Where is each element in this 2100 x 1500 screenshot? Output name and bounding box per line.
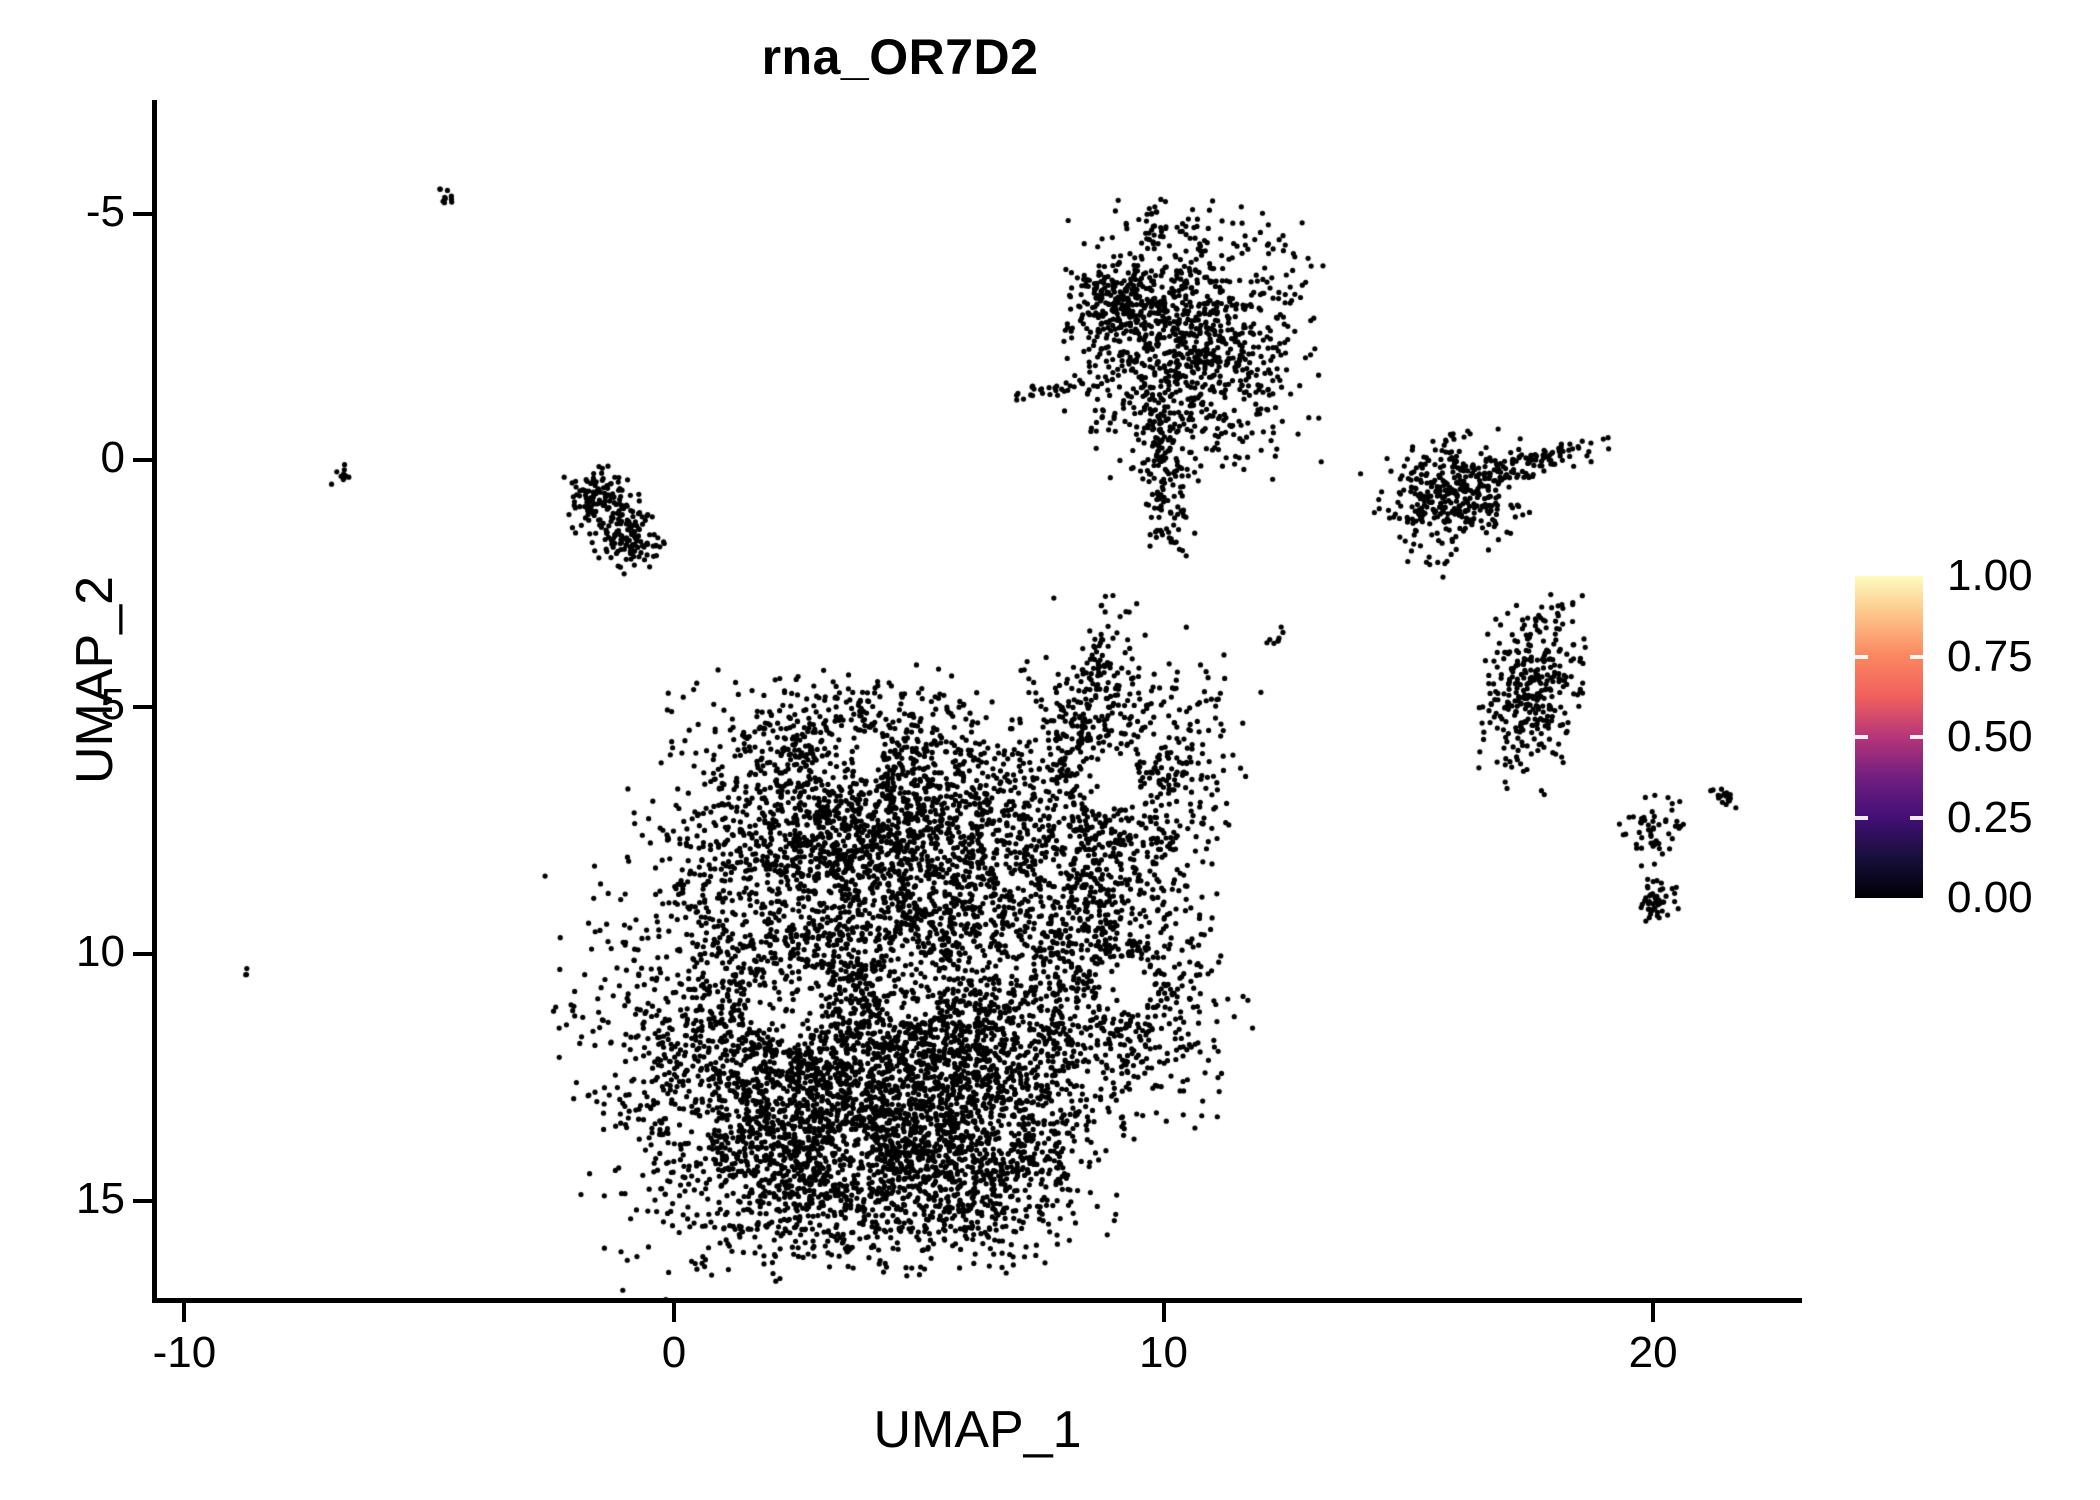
- y-axis-label: UMAP_2: [66, 575, 124, 785]
- x-axis-label: UMAP_1: [873, 1401, 1082, 1459]
- colorbar-tick-label: 0.75: [1947, 631, 2033, 681]
- colorbar-tick-label: 0.50: [1947, 712, 2033, 761]
- colorbar-tick-mark: [1910, 815, 1923, 820]
- colorbar-tick-label: 0.25: [1947, 792, 2033, 842]
- y-tick-mark: [133, 1199, 153, 1204]
- y-tick-label: -5: [85, 186, 125, 236]
- x-tick-label: 0: [661, 1328, 687, 1377]
- x-tick-mark: [1161, 1302, 1166, 1322]
- colorbar-tick-label: 0.00: [1947, 873, 2033, 922]
- y-tick-mark: [133, 458, 153, 463]
- y-tick-label: 5: [100, 680, 125, 730]
- scatter-points-layer: [155, 100, 1800, 1300]
- colorbar-tick-mark: [1910, 654, 1923, 659]
- colorbar-tick-mark: [1855, 735, 1868, 739]
- x-tick-label: -10: [152, 1328, 217, 1377]
- y-tick-label: 15: [76, 1174, 125, 1224]
- page-title: rna_OR7D2: [761, 29, 1039, 85]
- colorbar-tick-label: 1.00: [1947, 551, 2033, 600]
- y-tick-mark: [133, 211, 153, 216]
- y-tick-mark: [133, 952, 153, 957]
- x-tick-label: 20: [1628, 1328, 1678, 1377]
- colorbar-legend: 1.00 0.75 0.50 0.25 0.00: [1855, 554, 2085, 920]
- colorbar-tick-mark: [1855, 815, 1868, 820]
- x-tick-mark: [182, 1302, 187, 1322]
- y-axis-line: [152, 100, 157, 1302]
- scatter-panel: [155, 100, 1800, 1300]
- colorbar-tick-mark: [1855, 654, 1868, 659]
- x-tick-label: 10: [1139, 1328, 1188, 1377]
- colorbar-tick-mark: [1910, 735, 1923, 739]
- y-tick-label: 10: [76, 927, 125, 977]
- x-tick-mark: [671, 1302, 676, 1322]
- y-tick-mark: [133, 705, 153, 710]
- x-tick-mark: [1651, 1302, 1656, 1322]
- y-tick-label: 0: [100, 433, 125, 483]
- x-axis-line: [152, 1298, 1802, 1303]
